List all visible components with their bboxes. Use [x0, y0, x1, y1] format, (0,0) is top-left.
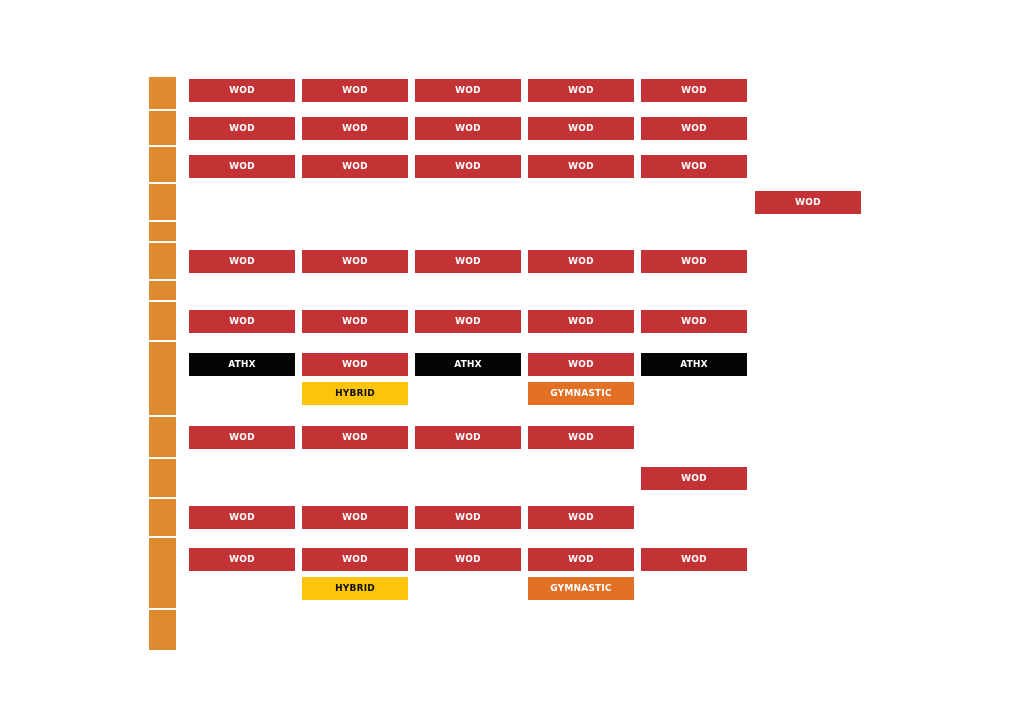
class-block-wod[interactable]: WOD [641, 310, 747, 333]
class-block-wod[interactable]: WOD [189, 250, 295, 273]
class-block-wod[interactable]: WOD [415, 506, 521, 529]
class-block-wod[interactable]: WOD [302, 250, 408, 273]
class-block-wod[interactable]: WOD [189, 426, 295, 449]
time-slot-cell [149, 499, 176, 536]
class-block-hybrid[interactable]: HYBRID [302, 382, 408, 405]
class-block-wod[interactable]: WOD [415, 117, 521, 140]
class-block-athx[interactable]: ATHX [641, 353, 747, 376]
time-slot-cell [149, 459, 176, 497]
class-block-gymnastic[interactable]: GYMNASTIC [528, 577, 634, 600]
class-block-wod[interactable]: WOD [641, 117, 747, 140]
time-slot-cell [149, 281, 176, 300]
class-block-wod[interactable]: WOD [528, 117, 634, 140]
class-block-wod[interactable]: WOD [528, 250, 634, 273]
time-slot-cell [149, 342, 176, 415]
class-block-wod[interactable]: WOD [302, 426, 408, 449]
class-block-wod[interactable]: WOD [189, 79, 295, 102]
class-block-wod[interactable]: WOD [189, 310, 295, 333]
class-block-athx[interactable]: ATHX [189, 353, 295, 376]
time-slot-cell [149, 538, 176, 608]
time-slot-cell [149, 417, 176, 457]
class-block-wod[interactable]: WOD [189, 155, 295, 178]
class-block-wod[interactable]: WOD [415, 250, 521, 273]
class-block-wod[interactable]: WOD [528, 548, 634, 571]
class-block-wod[interactable]: WOD [189, 506, 295, 529]
class-block-wod[interactable]: WOD [415, 155, 521, 178]
class-block-wod[interactable]: WOD [528, 155, 634, 178]
class-block-wod[interactable]: WOD [302, 117, 408, 140]
time-slot-cell [149, 184, 176, 220]
class-block-wod[interactable]: WOD [302, 155, 408, 178]
class-block-athx[interactable]: ATHX [415, 353, 521, 376]
class-block-wod[interactable]: WOD [302, 79, 408, 102]
class-block-wod[interactable]: WOD [528, 310, 634, 333]
class-block-wod[interactable]: WOD [641, 79, 747, 102]
class-block-wod[interactable]: WOD [302, 353, 408, 376]
time-slot-cell [149, 222, 176, 241]
class-block-wod[interactable]: WOD [528, 506, 634, 529]
class-block-wod[interactable]: WOD [755, 191, 861, 214]
time-slot-cell [149, 302, 176, 340]
time-slot-cell [149, 610, 176, 650]
class-block-wod[interactable]: WOD [415, 426, 521, 449]
time-slot-cell [149, 111, 176, 145]
class-block-wod[interactable]: WOD [641, 548, 747, 571]
class-block-wod[interactable]: WOD [189, 117, 295, 140]
class-block-wod[interactable]: WOD [415, 310, 521, 333]
class-block-hybrid[interactable]: HYBRID [302, 577, 408, 600]
time-slot-cell [149, 243, 176, 279]
class-block-gymnastic[interactable]: GYMNASTIC [528, 382, 634, 405]
class-block-wod[interactable]: WOD [641, 250, 747, 273]
class-block-wod[interactable]: WOD [641, 467, 747, 490]
class-block-wod[interactable]: WOD [302, 548, 408, 571]
class-block-wod[interactable]: WOD [528, 79, 634, 102]
time-slot-cell [149, 147, 176, 182]
class-block-wod[interactable]: WOD [189, 548, 295, 571]
class-block-wod[interactable]: WOD [415, 79, 521, 102]
class-block-wod[interactable]: WOD [641, 155, 747, 178]
class-block-wod[interactable]: WOD [302, 310, 408, 333]
class-block-wod[interactable]: WOD [528, 426, 634, 449]
class-block-wod[interactable]: WOD [528, 353, 634, 376]
time-slot-cell [149, 77, 176, 109]
class-block-wod[interactable]: WOD [415, 548, 521, 571]
class-block-wod[interactable]: WOD [302, 506, 408, 529]
